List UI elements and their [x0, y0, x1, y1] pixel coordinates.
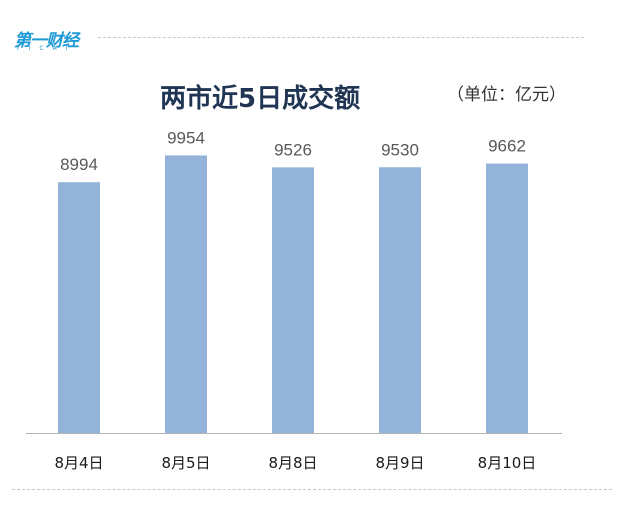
unit-label: （单位：亿元） [447, 85, 566, 105]
x-tick-label: 8月5日 [161, 454, 210, 472]
data-label: 8994 [60, 155, 98, 174]
brand-logo-text: 第一财经 [14, 31, 79, 51]
bottom-divider [12, 489, 612, 490]
chart-title: 两市近5日成交额 [160, 84, 361, 114]
x-tick-label: 8月10日 [478, 454, 537, 472]
bar [486, 163, 528, 433]
x-tick-label: 8月8日 [268, 454, 317, 472]
data-label: 9954 [167, 128, 205, 147]
bar [379, 167, 421, 433]
data-label: 9530 [381, 140, 419, 159]
data-label: 9662 [488, 137, 526, 156]
top-divider [98, 37, 584, 38]
bar [165, 155, 207, 434]
x-tick-label: 8月9日 [375, 454, 424, 472]
data-label: 9526 [274, 140, 312, 159]
bar [58, 182, 100, 433]
x-tick-label: 8月4日 [54, 454, 103, 472]
brand-logo: 第一财经 YICAI [14, 26, 94, 52]
brand-logo-subtext: YICAI [16, 45, 77, 52]
bar [272, 167, 314, 433]
